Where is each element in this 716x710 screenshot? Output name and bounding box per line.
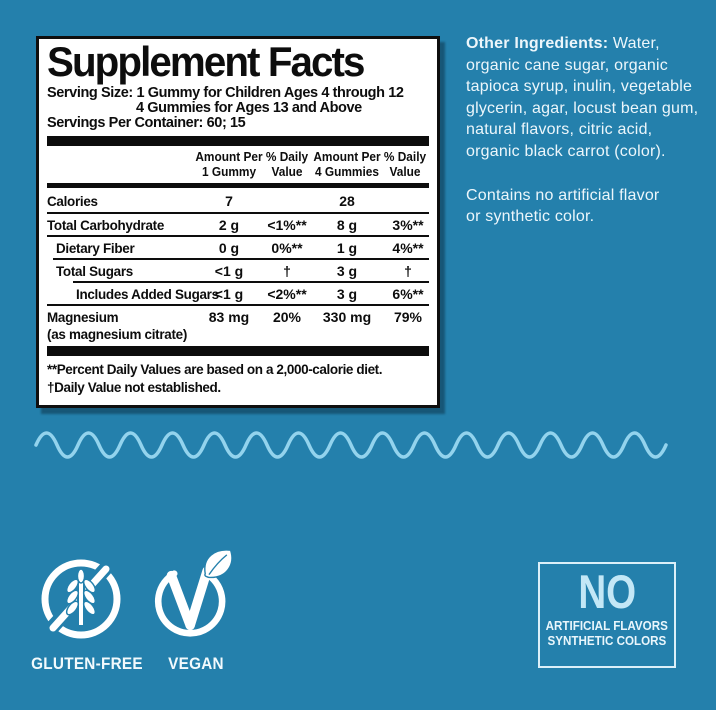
nutrient-label: Total Carbohydrate [47, 217, 165, 233]
column-headers: Amount Per 1 Gummy % Daily Value Amount … [47, 148, 429, 181]
nutrient-row-total-carbohydrate: Total Carbohydrate 2 g <1%** 8 g 3%** [47, 212, 429, 235]
contains-statement: Contains no artificial flavor or synthet… [466, 186, 660, 226]
amount-per-gummy: <1 g [214, 286, 244, 302]
amount-per-gummy: 7 [225, 193, 233, 209]
other-ingredients-line: organic cane sugar, organic [466, 56, 668, 74]
other-ingredients-label: Other Ingredients: [466, 35, 609, 52]
amount-per-4gummies: 8 g [336, 217, 358, 233]
other-ingredients: Other Ingredients: Water, organic cane s… [466, 33, 714, 228]
nutrient-row-magnesium: Magnesium (as magnesium citrate) 83 mg 20… [47, 304, 429, 342]
column-header-4-gummies: Amount Per 4 Gummies [313, 150, 381, 179]
other-ingredients-line: organic black carrot (color). [466, 142, 666, 160]
column-header-daily-value-2: % Daily Value [383, 150, 427, 179]
no-artificial-box: NO ARTIFICIAL FLAVORS SYNTHETIC COLORS [538, 562, 676, 668]
no-box-title: NO [578, 565, 636, 618]
amount-per-gummy: 0 g [218, 240, 240, 256]
amount-per-gummy: 83 mg [208, 309, 250, 325]
column-header-daily-value-1: % Daily Value [265, 150, 309, 179]
medium-rule [47, 183, 429, 188]
supplement-facts-panel: Supplement Facts Serving Size: 1 Gummy f… [36, 36, 440, 408]
leaf-icon [204, 549, 233, 579]
amount-per-gummy: <1 g [214, 263, 244, 279]
nutrient-row-dietary-fiber: Dietary Fiber 0 g 0%** 1 g 4%** [47, 235, 429, 258]
gluten-free-badge-label: GLUTEN-FREE [31, 654, 143, 673]
vegan-badge-label: VEGAN [168, 654, 224, 673]
daily-value-4gummies: 4%** [392, 240, 424, 256]
other-ingredients-line: tapioca syrup, inulin, vegetable [466, 78, 693, 96]
nutrient-label: Calories [47, 193, 98, 209]
nutrient-label: Includes Added Sugars [76, 286, 219, 302]
footnote-daily-values: **Percent Daily Values are based on a 2,… [47, 362, 383, 377]
daily-value-4gummies: 6%** [392, 286, 424, 302]
amount-per-4gummies: 330 mg [322, 309, 372, 325]
nutrient-label: Total Sugars [56, 263, 133, 279]
other-ingredients-line: Other Ingredients: Water, [466, 35, 660, 52]
daily-value-gummy: 20% [272, 309, 302, 325]
daily-value-gummy: <1%** [267, 217, 307, 233]
serving-size-line1: Serving Size: 1 Gummy for Children Ages … [47, 85, 404, 101]
serving-size-line2: 4 Gummies for Ages 13 and Above [136, 100, 362, 116]
amount-per-gummy: 2 g [218, 217, 240, 233]
nutrient-row-added-sugars: Includes Added Sugars <1 g <2%** 3 g 6%*… [47, 281, 429, 304]
thick-rule-bottom [47, 346, 429, 356]
row-separator [53, 258, 429, 260]
amount-per-4gummies: 3 g [336, 286, 358, 302]
daily-value-gummy: † [283, 263, 291, 279]
other-ingredients-line: glycerin, agar, locust bean gum, [466, 99, 699, 117]
other-ingredients-line: natural flavors, citric acid, [466, 121, 653, 139]
nutrient-sublabel: (as magnesium citrate) [47, 326, 188, 342]
no-box-line2: SYNTHETIC COLORS [547, 634, 667, 648]
daily-value-4gummies: 3%** [392, 217, 424, 233]
daily-value-4gummies: 79% [393, 309, 423, 325]
supplement-facts-title: Supplement Facts [47, 38, 365, 85]
amount-per-4gummies: 3 g [336, 263, 358, 279]
daily-value-gummy: <2%** [267, 286, 307, 302]
footnote-dagger: †Daily Value not established. [47, 380, 221, 395]
daily-value-gummy: 0%** [271, 240, 303, 256]
daily-value-4gummies: † [404, 263, 412, 279]
row-separator [47, 212, 429, 214]
nutrient-label: Magnesium (as magnesium citrate) [47, 309, 188, 342]
serving-size: Serving Size: 1 Gummy for Children Ages … [47, 86, 429, 131]
row-separator [47, 304, 429, 306]
wave-divider [34, 431, 668, 459]
nutrient-row-total-sugars: Total Sugars <1 g † 3 g † [47, 258, 429, 281]
row-separator [73, 281, 429, 283]
nutrient-label: Dietary Fiber [56, 240, 135, 256]
vegan-icon [154, 549, 233, 637]
amount-per-4gummies: 1 g [336, 240, 358, 256]
column-header-1-gummy: Amount Per 1 Gummy [195, 150, 263, 179]
footnotes: **Percent Daily Values are based on a 2,… [47, 361, 429, 397]
thick-rule [47, 136, 429, 146]
nutrient-row-calories: Calories 7 28 [47, 188, 429, 212]
servings-per-container: Servings Per Container: 60; 15 [47, 115, 246, 131]
amount-per-4gummies: 28 [339, 193, 355, 209]
wheat-icon [65, 568, 97, 625]
row-separator [47, 235, 429, 237]
gluten-free-icon [41, 559, 121, 639]
no-box-line1: ARTIFICIAL FLAVORS [545, 619, 669, 633]
